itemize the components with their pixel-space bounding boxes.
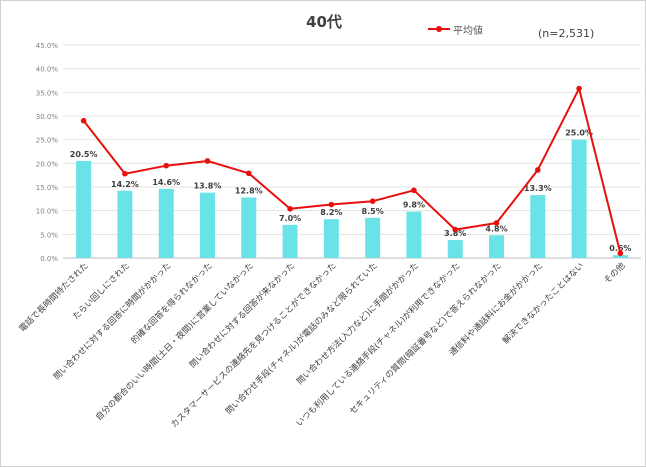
y-tick-label: 0.0% <box>40 255 58 263</box>
average-point <box>163 162 170 169</box>
bar <box>241 197 257 258</box>
chart-legend: 平均値 <box>428 21 483 37</box>
average-point <box>287 205 293 212</box>
average-point <box>204 158 211 164</box>
average-point <box>369 198 376 204</box>
y-tick-label: 15.0% <box>36 184 59 192</box>
bar-value-label: 7.0% <box>279 214 301 223</box>
average-point <box>617 250 624 257</box>
y-tick-label: 40.0% <box>36 66 59 74</box>
bar-value-label: 12.8% <box>235 186 263 195</box>
bar <box>612 255 628 258</box>
bar-value-label: 13.8% <box>194 182 222 191</box>
y-tick-label: 30.0% <box>36 113 59 121</box>
y-tick-label: 10.0% <box>36 208 59 216</box>
sample-size-note: (n=2,531) <box>538 27 595 40</box>
average-point <box>534 167 541 173</box>
bar <box>571 139 587 258</box>
bar <box>323 219 339 258</box>
average-point <box>493 220 500 226</box>
legend-label-average: 平均値 <box>453 25 483 37</box>
bar-value-label: 8.2% <box>320 208 342 217</box>
y-tick-label: 5.0% <box>40 231 58 239</box>
average-point <box>452 226 459 233</box>
x-category-label: セキュリティの質問(暗証番号など)で答えられなかった <box>347 260 503 416</box>
x-category-label: 的確な回答を得られなかった <box>129 260 215 346</box>
bar-value-label: 20.5% <box>70 150 98 159</box>
x-category-label: 解決できなかったことはない <box>500 260 586 346</box>
average-line <box>82 87 622 254</box>
bar-value-label: 13.3% <box>524 184 552 193</box>
bar-value-label: 8.5% <box>362 207 384 216</box>
bar-value-label: 3.8% <box>444 229 466 238</box>
bar-value-label: 4.8% <box>485 224 507 233</box>
bar <box>530 195 546 258</box>
y-tick-label: 25.0% <box>36 137 59 145</box>
bar-value-label: 14.2% <box>111 180 139 189</box>
bar-value-label: 9.8% <box>403 201 425 210</box>
y-tick-label: 35.0% <box>36 89 59 97</box>
x-category-label: その他 <box>602 260 628 286</box>
average-point <box>576 85 582 92</box>
y-tick-label: 45.0% <box>36 42 59 50</box>
chart-title: 40代 <box>306 13 342 31</box>
x-category-label: 自分の都合のいい時間(土日・夜間)に営業していなかった <box>93 260 256 423</box>
bar-value-label: 25.0% <box>565 129 593 138</box>
x-category-label: 電話で長時間待たされた <box>17 260 91 334</box>
bar <box>158 188 174 258</box>
average-point <box>245 170 252 177</box>
bar-value-label: 14.6% <box>152 178 180 187</box>
bar <box>447 240 463 258</box>
bar <box>76 160 92 258</box>
average-point <box>80 117 87 124</box>
average-point <box>328 201 335 208</box>
legend-line-marker-icon <box>428 24 450 34</box>
bar <box>282 224 298 258</box>
average-point <box>122 170 128 177</box>
average-point <box>411 187 417 194</box>
bar <box>406 211 422 258</box>
y-tick-label: 20.0% <box>36 160 59 168</box>
bar <box>365 217 381 258</box>
bar <box>200 192 215 258</box>
bar <box>117 190 133 258</box>
bar <box>489 235 504 258</box>
bar-value-label: 0.6% <box>609 244 631 253</box>
x-category-label: 問い合わせ手段(チャネル)が電話のみなど限られていた <box>223 260 379 416</box>
